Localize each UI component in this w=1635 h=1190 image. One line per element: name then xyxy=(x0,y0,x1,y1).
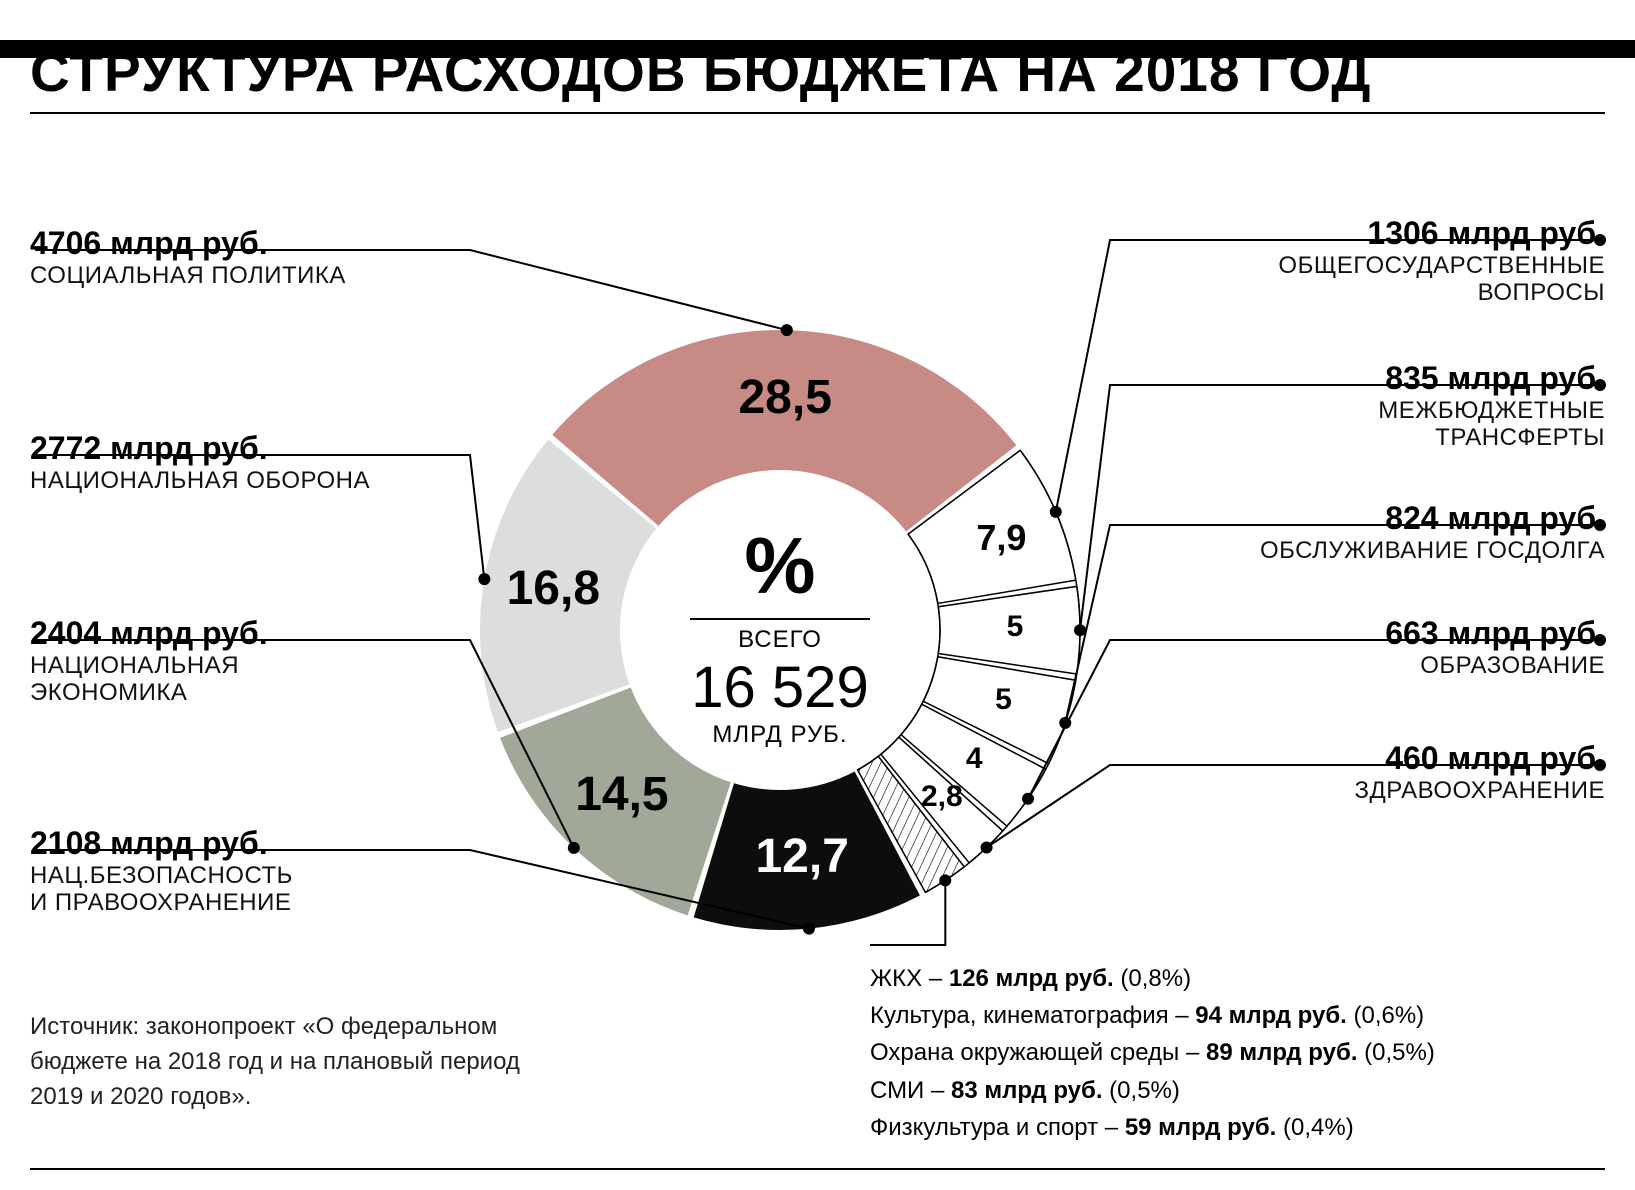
total-value: 16 529 xyxy=(650,654,910,721)
category-defense: НАЦИОНАЛЬНАЯ ОБОРОНА xyxy=(30,467,470,495)
percent-symbol: % xyxy=(650,520,910,612)
category-economy: НАЦИОНАЛЬНАЯЭКОНОМИКА xyxy=(30,652,470,707)
misc-item: Физкультура и спорт – 59 млрд руб. (0,4%… xyxy=(870,1109,1610,1146)
amount-economy: 2404 млрд руб. xyxy=(30,615,470,652)
infographic-page: СТРУКТУРА РАСХОДОВ БЮДЖЕТА НА 2018 ГОД 2… xyxy=(0,40,1635,1190)
amount-security: 2108 млрд руб. xyxy=(30,825,470,862)
total-unit: МЛРД РУБ. xyxy=(650,721,910,749)
amount-transfers: 835 млрд руб. xyxy=(1105,360,1605,397)
label-transfers: 835 млрд руб.МЕЖБЮДЖЕТНЫЕТРАНСФЕРТЫ xyxy=(1105,360,1605,452)
misc-item: Культура, кинематография – 94 млрд руб. … xyxy=(870,997,1610,1034)
category-transfers: МЕЖБЮДЖЕТНЫЕТРАНСФЕРТЫ xyxy=(1105,397,1605,452)
amount-social: 4706 млрд руб. xyxy=(30,225,470,262)
label-security: 2108 млрд руб.НАЦ.БЕЗОПАСНОСТЬИ ПРАВООХР… xyxy=(30,825,470,917)
pct-edu: 4 xyxy=(939,742,1009,777)
category-health: ЗДРАВООХРАНЕНИЕ xyxy=(1105,777,1605,805)
amount-gov: 1306 млрд руб. xyxy=(1105,215,1605,252)
pct-social: 28,5 xyxy=(725,370,845,425)
label-edu: 663 млрд руб.ОБРАЗОВАНИЕ xyxy=(1105,615,1605,679)
category-debt: ОБСЛУЖИВАНИЕ ГОСДОЛГА xyxy=(1105,537,1605,565)
misc-item: СМИ – 83 млрд руб. (0,5%) xyxy=(870,1072,1610,1109)
donut-chart: 28,5 7,9 5 5 42,8 12,7 14,5 16,8% ВСЕГО16 529МЛР… xyxy=(0,190,1635,1140)
label-debt: 824 млрд руб.ОБСЛУЖИВАНИЕ ГОСДОЛГА xyxy=(1105,500,1605,564)
label-health: 460 млрд руб.ЗДРАВООХРАНЕНИЕ xyxy=(1105,740,1605,804)
misc-item: Охрана окружающей среды – 89 млрд руб. (… xyxy=(870,1034,1610,1071)
pct-health: 2,8 xyxy=(907,780,977,815)
bottom-rule xyxy=(30,1168,1605,1170)
label-economy: 2404 млрд руб.НАЦИОНАЛЬНАЯЭКОНОМИКА xyxy=(30,615,470,707)
amount-health: 460 млрд руб. xyxy=(1105,740,1605,777)
category-gov: ОБЩЕГОСУДАРСТВЕННЫЕВОПРОСЫ xyxy=(1105,252,1605,307)
misc-item: ЖКХ – 126 млрд руб. (0,8%) xyxy=(870,960,1610,997)
pct-gov: 7,9 xyxy=(941,517,1061,558)
category-social: СОЦИАЛЬНАЯ ПОЛИТИКА xyxy=(30,262,470,290)
category-security: НАЦ.БЕЗОПАСНОСТЬИ ПРАВООХРАНЕНИЕ xyxy=(30,862,470,917)
label-defense: 2772 млрд руб.НАЦИОНАЛЬНАЯ ОБОРОНА xyxy=(30,430,470,494)
pct-debt: 5 xyxy=(968,683,1038,718)
label-gov: 1306 млрд руб.ОБЩЕГОСУДАРСТВЕННЫЕВОПРОСЫ xyxy=(1105,215,1605,307)
category-edu: ОБРАЗОВАНИЕ xyxy=(1105,652,1605,680)
pct-security: 12,7 xyxy=(742,829,862,884)
pct-defense: 16,8 xyxy=(493,561,613,616)
amount-debt: 824 млрд руб. xyxy=(1105,500,1605,537)
pct-economy: 14,5 xyxy=(562,767,682,822)
total-label: ВСЕГО xyxy=(650,626,910,654)
misc-breakdown: ЖКХ – 126 млрд руб. (0,8%)Культура, кине… xyxy=(870,960,1610,1146)
amount-defense: 2772 млрд руб. xyxy=(30,430,470,467)
amount-edu: 663 млрд руб. xyxy=(1105,615,1605,652)
top-black-bar xyxy=(0,40,1635,58)
label-social: 4706 млрд руб.СОЦИАЛЬНАЯ ПОЛИТИКА xyxy=(30,225,470,289)
source-note: Источник: законопроект «О федеральномбюд… xyxy=(30,1010,590,1114)
center-summary: % ВСЕГО16 529МЛРД РУБ. xyxy=(650,520,910,749)
pct-transfers: 5 xyxy=(980,610,1050,645)
